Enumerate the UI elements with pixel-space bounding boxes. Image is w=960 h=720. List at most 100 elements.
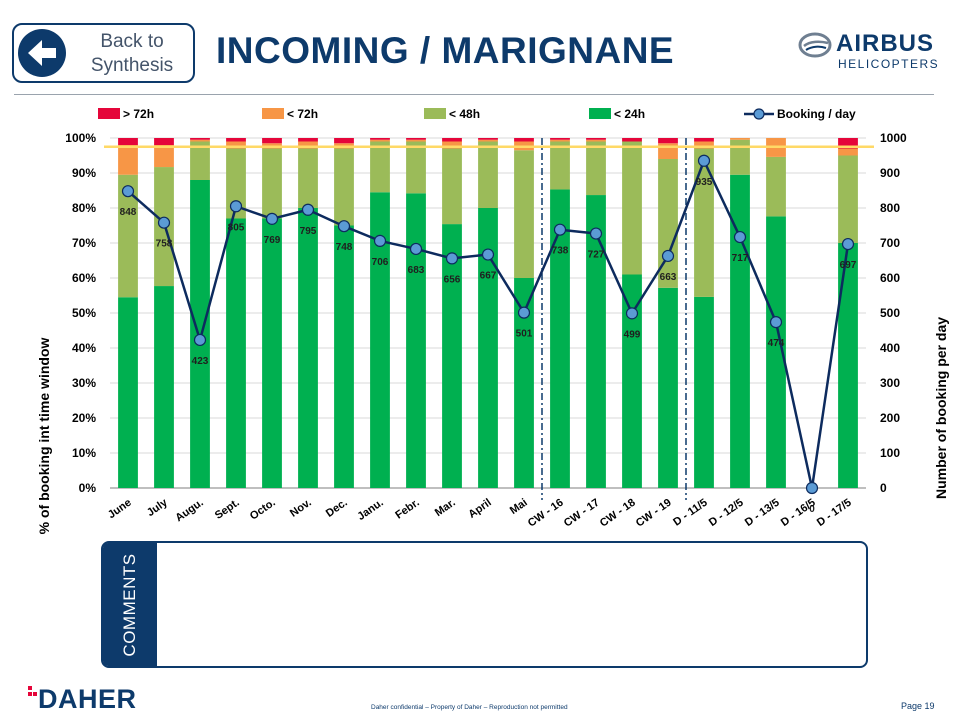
- bar-segment: [766, 216, 786, 488]
- data-label: 717: [732, 253, 749, 264]
- data-label: 474: [768, 338, 785, 349]
- bar-segment: [370, 192, 390, 488]
- x-tick-label: Sept.: [213, 497, 242, 522]
- y-tick-right: 100: [880, 446, 900, 460]
- booking-point: [193, 333, 207, 347]
- data-label: 499: [624, 329, 641, 340]
- booking-point: [661, 249, 675, 263]
- bar-segment: [118, 138, 138, 145]
- bar-segment: [550, 138, 570, 140]
- bar-segment: [766, 156, 786, 217]
- bar-segment: [586, 141, 606, 196]
- bar-segment: [226, 138, 246, 142]
- bar-segment: [478, 208, 498, 488]
- bar-segment: [622, 274, 642, 488]
- legend-swatch: [98, 108, 120, 119]
- logo-subtitle: HELICOPTERS: [838, 57, 940, 71]
- x-axis-labels: June July Augu. Sept. Octo. Nov. Dec. Janu. Febr…: [106, 496, 854, 529]
- back-to-synthesis-button[interactable]: Back to Synthesis: [12, 23, 195, 83]
- legend-label: < 48h: [449, 107, 480, 121]
- y-tick-right: 1000: [880, 131, 907, 145]
- data-label: 805: [228, 222, 245, 233]
- x-tick-label: D - 12/5: [707, 497, 746, 529]
- bar-segment: [262, 138, 282, 144]
- x-tick-label: D - 11/5: [671, 497, 709, 529]
- x-tick-label: CW - 19: [634, 497, 674, 530]
- legend-swatch: [424, 108, 446, 119]
- booking-point: [337, 220, 351, 233]
- booking-point: [481, 248, 495, 261]
- bar-segment: [694, 148, 714, 297]
- left-axis: 0% 10% 20% 30% 40% 50% 60% 70% 80% 90% 100%: [65, 131, 96, 495]
- bar-segment: [118, 297, 138, 488]
- y-tick-left: 90%: [72, 166, 96, 180]
- bar-segment: [370, 141, 390, 193]
- data-label: 738: [552, 246, 569, 257]
- bar-segment: [478, 138, 498, 140]
- booking-point: [589, 227, 603, 240]
- data-label: 935: [696, 177, 713, 188]
- right-axis: 0 100 200 300 400 500 600 700 800 900 1000: [880, 131, 907, 495]
- bar-segment: [370, 139, 390, 142]
- y-axis-label-right: Number of booking per day: [933, 317, 949, 499]
- x-tick-label: Nov.: [288, 497, 314, 520]
- legend-swatch: [589, 108, 611, 119]
- y-tick-right: 400: [880, 341, 900, 355]
- bar-segment: [730, 139, 750, 175]
- data-label: 697: [840, 260, 857, 271]
- bar-segment: [694, 141, 714, 149]
- daher-logo: DAHER: [26, 684, 146, 714]
- x-tick-label: Mai: [508, 497, 530, 517]
- legend-label: > 72h: [123, 107, 154, 121]
- booking-point: [157, 216, 171, 229]
- bar-segment: [586, 195, 606, 489]
- bar-segment: [658, 287, 678, 488]
- bar-segment: [334, 225, 354, 488]
- comments-panel[interactable]: COMMENTS: [101, 541, 868, 668]
- data-label: 656: [444, 274, 461, 285]
- booking-point: [121, 185, 135, 198]
- booking-point: [409, 242, 423, 256]
- bar-segment: [442, 141, 462, 149]
- x-tick-label: Janu.: [355, 497, 385, 523]
- data-label: 769: [264, 235, 281, 246]
- x-tick-label: Dec.: [324, 497, 350, 520]
- comments-body[interactable]: [167, 549, 858, 660]
- y-tick-left: 20%: [72, 411, 96, 425]
- bar-segment: [298, 141, 318, 149]
- y-tick-right: 300: [880, 376, 900, 390]
- data-label: 795: [300, 226, 317, 237]
- y-tick-left: 10%: [72, 446, 96, 460]
- x-tick-label: Octo.: [248, 497, 278, 523]
- bar-segment: [550, 189, 570, 488]
- booking-point: [265, 212, 279, 225]
- booking-point: [769, 316, 783, 329]
- booking-point: [841, 237, 855, 251]
- data-label: 848: [120, 207, 137, 218]
- bar-segment: [514, 150, 534, 278]
- page-title: INCOMING / MARIGNANE: [216, 30, 675, 71]
- data-label: 667: [480, 271, 497, 282]
- header-divider: [14, 94, 934, 95]
- bar-segment: [514, 138, 534, 142]
- y-tick-right: 500: [880, 306, 900, 320]
- bar-segment: [550, 141, 570, 190]
- bar-segment: [298, 138, 318, 142]
- comments-label: COMMENTS: [120, 553, 139, 657]
- bar-segment: [226, 141, 246, 149]
- bar-segment: [154, 138, 174, 145]
- bar-segment: [226, 148, 246, 219]
- bar-segment: [658, 138, 678, 144]
- data-label: 706: [372, 257, 389, 268]
- x-tick-label: D - 17/5: [815, 497, 854, 529]
- bar-segment: [298, 148, 318, 208]
- y-tick-left: 30%: [72, 376, 96, 390]
- bar-segment: [226, 218, 246, 488]
- booking-chart: > 72h < 72h < 48h < 24h Booking / day 0% 10% 2…: [36, 107, 949, 534]
- bar-segment: [442, 148, 462, 225]
- y-tick-left: 0%: [79, 481, 97, 495]
- daher-emblem-icon: [26, 686, 38, 708]
- bar-segment: [478, 139, 498, 142]
- legend-label: < 24h: [614, 107, 645, 121]
- booking-point: [229, 200, 243, 213]
